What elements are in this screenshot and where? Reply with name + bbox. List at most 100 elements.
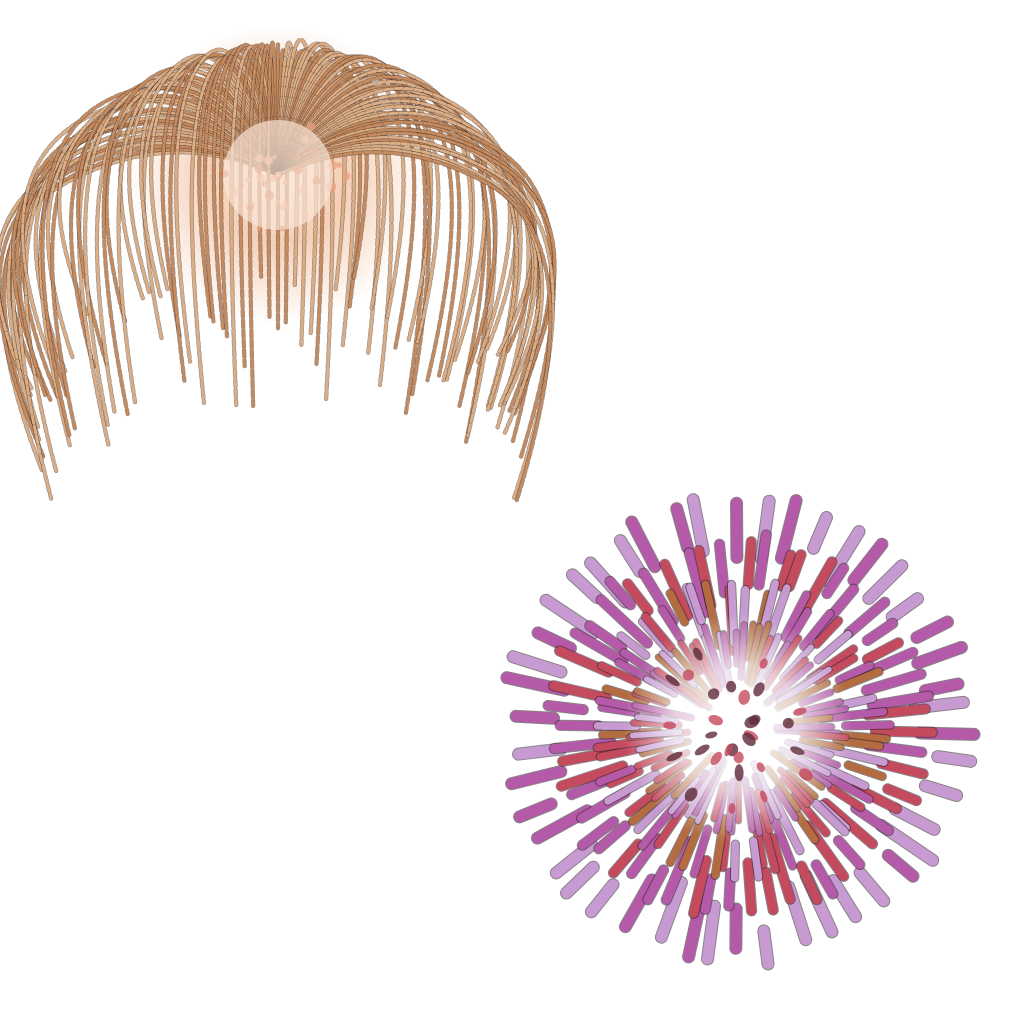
peony-petal <box>932 751 977 767</box>
peony-petal <box>561 861 599 899</box>
peony-petal <box>812 617 843 648</box>
willow-firework <box>0 25 557 503</box>
willow-spark <box>256 226 261 231</box>
peony-petal <box>822 526 865 588</box>
willow-strand <box>276 51 369 280</box>
peony-petal <box>666 589 689 626</box>
peony-center-spark <box>694 744 710 756</box>
peony-center-spark <box>734 764 744 782</box>
peony-petal <box>870 726 937 737</box>
peony-petal <box>507 651 567 678</box>
peony-petal <box>749 837 763 881</box>
peony-petal <box>754 530 771 590</box>
peony-center-spark <box>693 647 703 661</box>
peony-petal <box>688 855 711 918</box>
peony-petal <box>570 628 628 666</box>
peony-firework <box>500 493 981 971</box>
willow-spark <box>306 122 315 131</box>
willow-strand <box>95 76 280 416</box>
peony-petal <box>506 766 567 790</box>
peony-center-spark <box>742 732 756 747</box>
peony-center-spark <box>748 714 761 725</box>
peony-petal <box>660 559 693 621</box>
peony-center-spark <box>708 714 723 726</box>
peony-petal <box>912 641 967 669</box>
peony-petal <box>851 803 893 836</box>
peony-center-spark <box>724 743 733 757</box>
peony-petal <box>784 550 806 591</box>
peony-petal <box>882 849 919 882</box>
peony-petal <box>627 834 662 879</box>
willow-spark <box>342 172 351 181</box>
peony-center-spark <box>790 746 805 756</box>
willow-strand <box>117 63 280 407</box>
peony-petal <box>596 765 636 786</box>
willow-strand <box>11 132 280 431</box>
willow-strand <box>230 45 280 407</box>
peony-petal <box>827 784 865 811</box>
peony-petal <box>743 537 756 589</box>
peony-petal <box>808 511 832 554</box>
peony-petal <box>876 758 928 779</box>
peony-petal <box>775 495 802 564</box>
willow-strand <box>276 67 432 396</box>
peony-petal <box>702 900 720 965</box>
peony-center-spark <box>760 790 768 803</box>
peony-petal <box>566 569 603 604</box>
peony-center-spark <box>782 717 794 729</box>
peony-petal <box>844 597 890 638</box>
willow-strand <box>197 52 280 320</box>
peony-petal <box>822 563 849 599</box>
peony-petal <box>863 560 908 604</box>
peony-center-spark <box>666 751 683 762</box>
peony-petal <box>758 925 774 970</box>
peony-petal <box>671 503 694 553</box>
peony-petal <box>614 535 646 577</box>
peony-petal <box>555 720 604 731</box>
peony-petal <box>687 494 709 557</box>
peony-petal <box>919 780 963 801</box>
peony-petal <box>761 867 778 915</box>
peony-petal <box>510 710 560 724</box>
peony-center-spark <box>799 768 813 781</box>
willow-strand <box>276 111 519 412</box>
peony-center-spark <box>710 751 722 766</box>
peony-center-spark <box>665 674 680 687</box>
peony-petal <box>684 548 711 618</box>
peony-petal <box>686 583 706 625</box>
peony-petal <box>862 618 898 646</box>
peony-petal <box>827 875 862 923</box>
willow-strand <box>276 128 553 415</box>
peony-petal <box>911 616 954 644</box>
peony-petal <box>623 579 653 616</box>
willow-strand <box>276 86 512 364</box>
peony-center-spark <box>753 682 765 697</box>
peony-petal <box>549 681 612 703</box>
peony-petal <box>597 662 641 686</box>
peony-petal <box>841 721 894 730</box>
peony-petal <box>585 621 627 653</box>
peony-petal <box>543 700 588 715</box>
peony-petal <box>617 632 650 660</box>
peony-petal <box>889 803 940 835</box>
peony-petal <box>514 798 557 823</box>
peony-petal <box>596 595 652 648</box>
peony-petal <box>585 879 619 918</box>
peony-petal <box>883 784 922 806</box>
peony-center-spark <box>707 688 720 700</box>
peony-petal <box>796 861 822 905</box>
willow-spark <box>336 162 342 168</box>
peony-petal <box>556 761 628 791</box>
peony-petal <box>862 638 903 664</box>
willow-strand <box>276 93 523 410</box>
peony-petal <box>655 876 687 943</box>
peony-center-spark <box>663 721 676 730</box>
peony-petal <box>886 593 924 623</box>
willow-strand <box>276 145 543 405</box>
peony-petal <box>619 874 658 933</box>
peony-petal <box>532 627 576 654</box>
peony-petal <box>833 836 865 870</box>
peony-petal <box>626 516 661 573</box>
peony-center-spark <box>684 787 698 802</box>
